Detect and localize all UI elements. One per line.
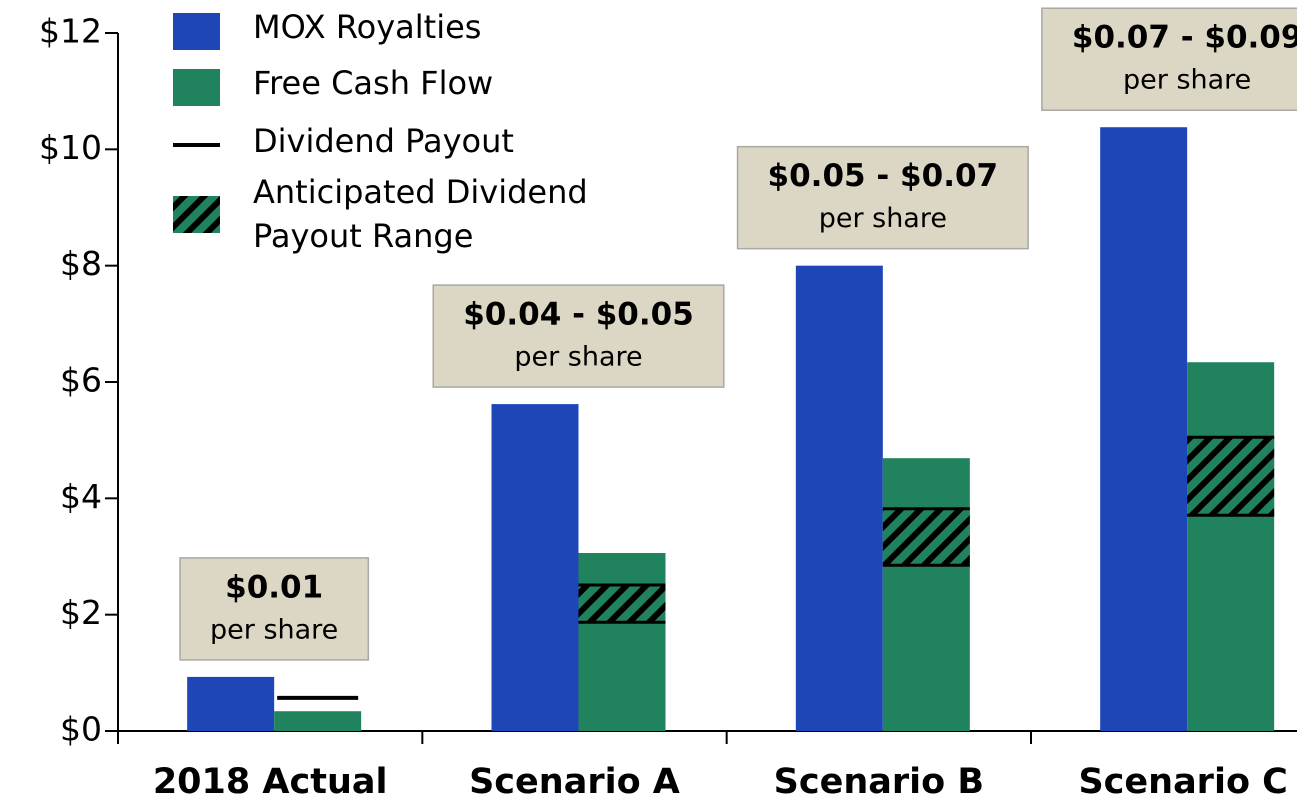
x-tick-label: Scenario A xyxy=(469,762,680,801)
y-tick-label: $10 xyxy=(39,128,102,167)
legend-swatch xyxy=(173,69,220,106)
y-tick-label: $6 xyxy=(60,361,102,400)
payout-range xyxy=(578,585,666,623)
annotation-box xyxy=(1041,7,1297,111)
annotation: $0.01 per share xyxy=(179,557,370,661)
annotation-box xyxy=(179,557,370,661)
bar xyxy=(491,404,579,731)
y-tick-label: $0 xyxy=(60,710,102,749)
annotation-subtext: per share xyxy=(1123,65,1251,96)
annotation-subtext: per share xyxy=(514,342,642,373)
annotation: $0.07 - $0.09 per share xyxy=(1041,7,1297,111)
payout-range xyxy=(1187,437,1275,516)
annotation-subtext: per share xyxy=(819,203,947,234)
x-tick-label: Scenario C xyxy=(1078,762,1287,801)
legend-label: MOX Royalties xyxy=(253,8,481,46)
bar xyxy=(578,553,666,731)
annotation-text: $0.04 - $0.05 xyxy=(463,297,694,333)
annotation-text: $0.01 xyxy=(225,569,323,605)
bar xyxy=(274,711,362,731)
y-tick-label: $12 xyxy=(39,12,102,51)
y-tick-label: $2 xyxy=(60,593,102,632)
legend-swatch xyxy=(173,196,220,233)
legend-label: Anticipated Dividend Payout Range xyxy=(253,173,588,255)
x-tick-label: 2018 Actual xyxy=(153,762,388,801)
bar xyxy=(187,676,275,731)
bar xyxy=(795,265,883,731)
bar xyxy=(1100,127,1188,732)
legend-label-box: Anticipated Dividend Payout Range xyxy=(253,173,588,255)
annotation: $0.04 - $0.05 per share xyxy=(432,284,725,388)
annotation-box xyxy=(432,284,725,388)
legend-swatch xyxy=(173,13,220,50)
y-tick-label: $8 xyxy=(60,244,102,283)
bar xyxy=(1187,362,1275,731)
annotation-text: $0.07 - $0.09 xyxy=(1072,20,1297,56)
annotation-subtext: per share xyxy=(210,614,338,645)
payout-range xyxy=(882,508,970,566)
annotation: $0.05 - $0.07 per share xyxy=(736,145,1029,250)
y-tick-label: $4 xyxy=(60,477,102,516)
annotation-box xyxy=(736,145,1029,250)
legend-label: Free Cash Flow xyxy=(253,64,493,102)
annotation-text: $0.05 - $0.07 xyxy=(768,158,999,194)
bar xyxy=(882,458,970,731)
x-tick-label: Scenario B xyxy=(774,762,984,801)
legend-label: Dividend Payout xyxy=(253,122,514,160)
